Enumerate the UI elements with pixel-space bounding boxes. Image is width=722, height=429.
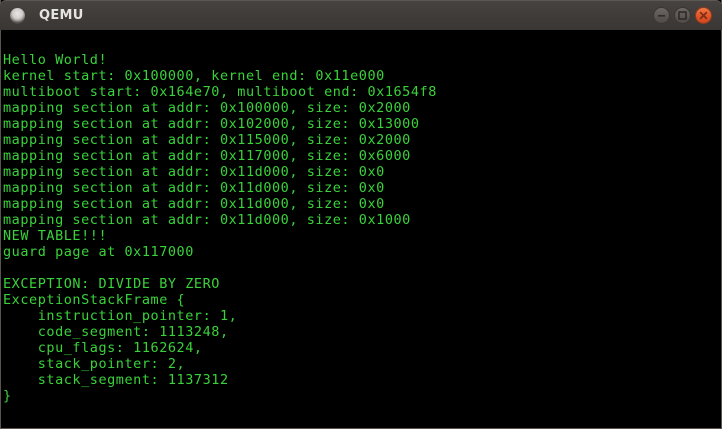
terminal-line: Hello World! xyxy=(3,52,108,68)
minimize-button[interactable] xyxy=(653,7,670,24)
terminal-line: mapping section at addr: 0x117000, size:… xyxy=(3,148,411,164)
terminal-line: mapping section at addr: 0x102000, size:… xyxy=(3,116,420,132)
terminal-line: stack_pointer: 2, xyxy=(3,356,186,372)
terminal-line: mapping section at addr: 0x11d000, size:… xyxy=(3,164,385,180)
maximize-button[interactable] xyxy=(674,7,691,24)
terminal-line: multiboot start: 0x164e70, multiboot end… xyxy=(3,84,437,100)
terminal-output: Hello World! kernel start: 0x100000, kern… xyxy=(3,52,721,404)
terminal-line: mapping section at addr: 0x11d000, size:… xyxy=(3,196,385,212)
terminal-line: EXCEPTION: DIVIDE BY ZERO xyxy=(3,276,220,292)
close-button[interactable] xyxy=(695,7,712,24)
terminal-line: mapping section at addr: 0x100000, size:… xyxy=(3,100,411,116)
maximize-icon xyxy=(678,11,687,20)
terminal-line: kernel start: 0x100000, kernel end: 0x11… xyxy=(3,68,385,84)
terminal-line: } xyxy=(3,388,12,404)
qemu-terminal-screen[interactable]: Hello World! kernel start: 0x100000, kern… xyxy=(1,30,721,428)
terminal-line: mapping section at addr: 0x11d000, size:… xyxy=(3,180,385,196)
terminal-line: code_segment: 1113248, xyxy=(3,324,229,340)
terminal-line: mapping section at addr: 0x115000, size:… xyxy=(3,132,411,148)
close-icon xyxy=(699,11,708,20)
qemu-icon xyxy=(10,8,25,23)
terminal-line: stack_segment: 1137312 xyxy=(3,372,229,388)
terminal-line: ExceptionStackFrame { xyxy=(3,292,186,308)
terminal-line xyxy=(3,260,721,276)
terminal-line: mapping section at addr: 0x11d000, size:… xyxy=(3,212,411,228)
window-title: QEMU xyxy=(39,9,84,22)
terminal-line: NEW TABLE!!! xyxy=(3,228,108,244)
terminal-line: instruction_pointer: 1, xyxy=(3,308,238,324)
minimize-icon xyxy=(658,15,665,17)
terminal-line: cpu_flags: 1162624, xyxy=(3,340,203,356)
terminal-line: guard page at 0x117000 xyxy=(3,244,194,260)
window-controls xyxy=(653,7,712,24)
window-titlebar[interactable]: QEMU xyxy=(0,0,722,30)
